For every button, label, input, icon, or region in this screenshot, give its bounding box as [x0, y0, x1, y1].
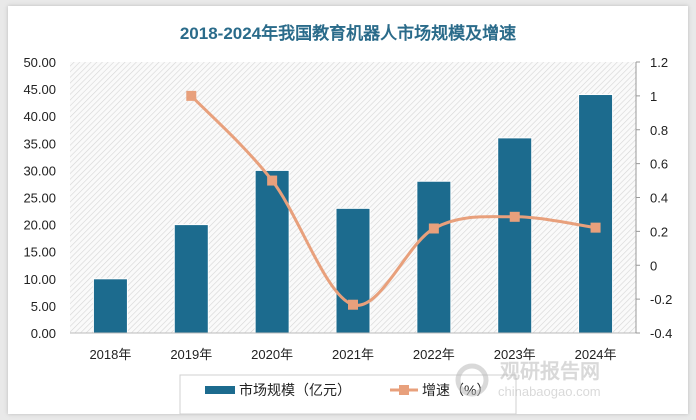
bar-2019年 [173, 224, 209, 334]
growth-marker [428, 223, 439, 234]
legend-label-bar: 市场规模（亿元） [239, 382, 351, 398]
left-tick-label: 40.00 [23, 109, 56, 124]
legend-marker [399, 385, 409, 395]
left-tick-label: 15.00 [23, 245, 56, 260]
x-tick-label: 2018年 [89, 347, 131, 362]
x-tick-label: 2022年 [413, 347, 455, 362]
left-tick-label: 35.00 [23, 136, 56, 151]
growth-marker [267, 175, 278, 186]
right-tick-label: 0.8 [650, 123, 668, 138]
chart-title: 2018-2024年我国教育机器人市场规模及增速 [180, 23, 516, 43]
x-tick-label: 2019年 [170, 347, 212, 362]
growth-marker [348, 299, 358, 310]
right-tick-label: -0.2 [650, 292, 672, 307]
left-tick-label: 0.00 [31, 326, 56, 341]
right-tick-label: 0 [650, 258, 657, 273]
watermark-url: chinabaogao.com [498, 384, 601, 399]
watermark: 观研报告网 chinabaogao.com [455, 359, 601, 399]
bar-2024年 [578, 94, 614, 334]
right-tick-label: 0.2 [650, 224, 668, 239]
right-tick-label: 1.2 [650, 55, 668, 70]
growth-marker [590, 222, 601, 233]
bar-2021年 [335, 207, 371, 334]
legend-swatch-bar [205, 386, 235, 394]
bar-2018年 [92, 278, 128, 334]
growth-marker [509, 211, 520, 222]
left-tick-label: 25.00 [23, 191, 56, 206]
left-tick-label: 30.00 [23, 163, 56, 178]
left-tick-label: 50.00 [23, 55, 56, 70]
x-tick-label: 2024年 [575, 347, 617, 362]
watermark-text: 观研报告网 [500, 359, 600, 383]
right-tick-label: 0.6 [650, 157, 668, 172]
bar-2020年 [254, 169, 290, 334]
bar-2023年 [497, 137, 533, 334]
left-tick-label: 20.00 [23, 218, 56, 233]
growth-marker [186, 90, 197, 101]
bar-2022年 [416, 180, 452, 334]
right-tick-label: 0.4 [650, 191, 668, 206]
x-tick-label: 2020年 [251, 347, 293, 362]
left-tick-label: 10.00 [23, 272, 56, 287]
right-tick-label: 1 [650, 89, 657, 104]
x-tick-label: 2023年 [494, 347, 536, 362]
x-tick-label: 2021年 [332, 347, 374, 362]
left-tick-label: 45.00 [23, 82, 56, 97]
left-tick-label: 5.00 [31, 299, 56, 314]
right-tick-label: -0.4 [650, 326, 672, 341]
